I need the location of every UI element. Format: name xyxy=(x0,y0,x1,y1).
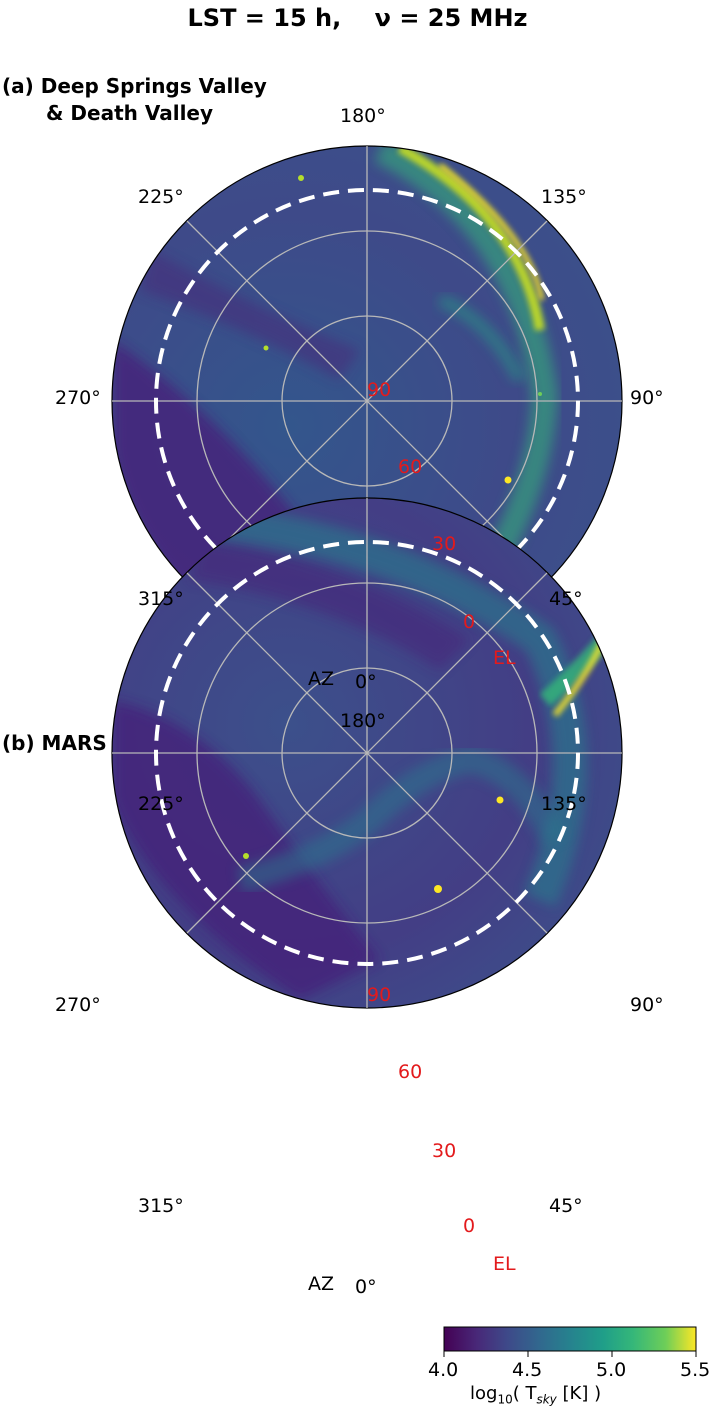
colorbar-tick-4-5: 4.5 xyxy=(512,1359,543,1381)
panel-b-az-tick-135: 135° xyxy=(541,793,587,815)
panel-a-az-tick-225: 225° xyxy=(138,186,184,208)
panel-b-el-tick-30: 30 xyxy=(432,1140,457,1162)
panel-b-az-tick-270: 270° xyxy=(55,994,101,1016)
panel-a-az-tick-180: 180° xyxy=(340,105,386,127)
panel-a-el-axis-label: EL xyxy=(493,647,516,669)
colorbar-label-mid: ( T xyxy=(512,1383,537,1404)
panel-a-el-tick-60: 60 xyxy=(398,456,423,478)
colorbar-tick-5-5: 5.5 xyxy=(680,1359,711,1381)
panel-a-az-axis-label: AZ xyxy=(308,668,335,690)
panel-b-label: (b) MARS xyxy=(2,731,107,755)
panel-a-az-tick-90: 90° xyxy=(630,387,664,409)
panel-a-label-line1: (a) Deep Springs Valley xyxy=(2,74,267,98)
panel-b-az-tick-0: 0° xyxy=(355,1276,377,1298)
panel-b-az-tick-180: 180° xyxy=(340,710,386,732)
panel-a-az-tick-0: 0° xyxy=(355,671,377,693)
panel-b-az-axis-label: AZ xyxy=(308,1273,335,1295)
panel-a-az-tick-135: 135° xyxy=(541,186,587,208)
panel-a-grid xyxy=(112,146,622,656)
colorbar-label-log: log xyxy=(470,1383,498,1404)
panel-a-az-tick-45: 45° xyxy=(549,588,583,610)
panel-a-el-tick-90: 90 xyxy=(367,379,392,401)
panel-b-az-tick-90: 90° xyxy=(630,994,664,1016)
colorbar-tick-5-0: 5.0 xyxy=(596,1359,627,1381)
panel-b-az-tick-45: 45° xyxy=(549,1195,583,1217)
panel-b-el-tick-0: 0 xyxy=(463,1215,476,1237)
panel-b-el-tick-60: 60 xyxy=(398,1061,423,1083)
colorbar-tick-4-0: 4.0 xyxy=(428,1359,459,1381)
colorbar-label-post: [K] ) xyxy=(556,1383,602,1404)
panel-a-el-tick-0: 0 xyxy=(463,611,476,633)
panel-a-label-line2: & Death Valley xyxy=(46,101,214,125)
panel-a-az-tick-270: 270° xyxy=(55,387,101,409)
panel-b-horizon-dashed-circle xyxy=(154,540,580,966)
colorbar-label-subsky: sky xyxy=(536,1392,557,1407)
panel-b-az-tick-225: 225° xyxy=(138,793,184,815)
panel-b-grid xyxy=(112,498,622,1008)
panel-b-el-tick-90: 90 xyxy=(367,984,392,1006)
colorbar-label: log10( Tsky [K] ) xyxy=(470,1385,601,1406)
panel-b-az-tick-315: 315° xyxy=(138,1195,184,1217)
figure-title: LST = 15 h, ν = 25 MHz xyxy=(187,4,528,32)
panel-a-el-tick-30: 30 xyxy=(432,533,457,555)
colorbar-ticks xyxy=(443,1351,697,1357)
colorbar-label-sub10: 10 xyxy=(497,1392,513,1407)
panel-a-az-tick-315: 315° xyxy=(138,588,184,610)
panel-b-el-axis-label: EL xyxy=(493,1253,516,1275)
colorbar xyxy=(443,1326,697,1352)
